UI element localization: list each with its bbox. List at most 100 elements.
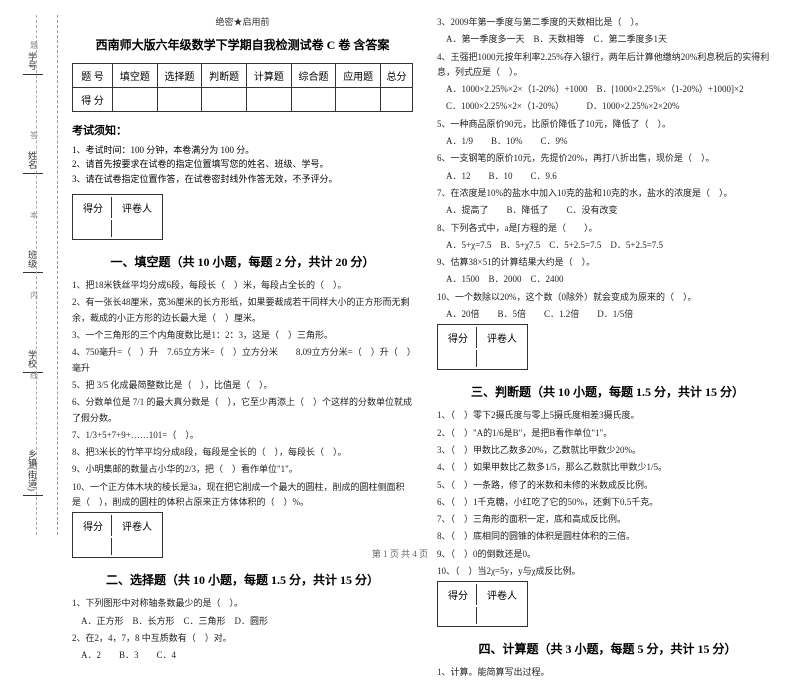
dash-label: 本 — [30, 210, 38, 221]
section-3-title: 三、判断题（共 10 小题，每题 1.5 分，共计 15 分） — [437, 383, 778, 400]
score-cell — [247, 88, 292, 112]
question: 7、（ ）三角形的面积一定，底和高成反比例。 — [437, 512, 778, 527]
empty-cell — [75, 220, 112, 237]
score-col: 得分 — [75, 515, 112, 536]
question: 5、把 3/5 化成最简整数比是（ ），比值是（ ）。 — [72, 378, 413, 393]
empty-cell — [440, 607, 477, 624]
section-4-questions: 1、计算。能简算写出过程。 — [437, 665, 778, 680]
question: 10、一个正方体木块的棱长是3a，现在把它削成一个最大的圆柱，削成的圆柱侧面积是… — [72, 480, 413, 511]
empty-cell — [114, 220, 160, 237]
score-col: 得分 — [75, 197, 112, 218]
question: A．5+χ=7.5 B．5+χ7.5 C．5+2.5=7.5 D．5+2.5=7… — [437, 238, 778, 253]
notice-item: 1、考试时间：100 分钟，本卷满分为 100 分。 — [72, 143, 413, 157]
question: A．提高了 B．降低了 C．没有改变 — [437, 203, 778, 218]
question: 3、（ ）甲数比乙数多20%，乙数就比甲数少20%。 — [437, 443, 778, 458]
question: A．2 B．3 C．4 — [72, 648, 413, 663]
table-row: 得 分 — [73, 88, 413, 112]
question: 8、（ ）底相同的圆锥的体积是圆柱体积的三倍。 — [437, 529, 778, 544]
th-judge: 判断题 — [202, 64, 247, 88]
question: 4、750毫升=（ ）升 7.65立方米=（ ）立方分米 8.09立方分米=（ … — [72, 345, 413, 376]
side-label-name: 姓名 — [23, 151, 43, 176]
th-calc: 计算题 — [247, 64, 292, 88]
section-2-questions: 1、下列图形中对称轴条数最少的是（ ）。 A．正方形 B．长方形 C．三角形 D… — [72, 596, 413, 663]
question: 6、分数单位是 7/1 的最大真分数是（ ），它至少再添上（ ）个这样的分数单位… — [72, 395, 413, 426]
side-label-town: 乡镇(街道) — [23, 449, 43, 498]
left-column: 绝密★启用前 西南师大版六年级数学下学期自我检测试卷 C 卷 含答案 题 号 填… — [60, 15, 425, 535]
page-footer: 第 1 页 共 4 页 — [0, 547, 800, 560]
right-column: 3、2009年第一季度与第二季度的天数相比是（ ）。 A．第一季度多一天 B．天… — [425, 15, 790, 535]
th-comp: 综合题 — [291, 64, 336, 88]
page-content: 绝密★启用前 西南师大版六年级数学下学期自我检测试卷 C 卷 含答案 题 号 填… — [0, 0, 800, 540]
grader-col: 评卷人 — [114, 515, 160, 536]
dash-label: 答 — [30, 130, 38, 141]
grader-box: 得分 评卷人 — [437, 581, 528, 627]
question: 7、1/3+5+7+9+……101=（ ）。 — [72, 428, 413, 443]
binding-margin: 学号 姓名 班级 学校 乡镇(街道) — [8, 15, 58, 535]
section-4-title: 四、计算题（共 3 小题，每题 5 分，共计 15 分） — [437, 640, 778, 657]
score-summary-table: 题 号 填空题 选择题 判断题 计算题 综合题 应用题 总分 得 分 — [72, 63, 413, 112]
th-app: 应用题 — [336, 64, 381, 88]
th-total: 总分 — [381, 64, 413, 88]
question: 3、2009年第一季度与第二季度的天数相比是（ ）。 — [437, 15, 778, 30]
question: 5、（ ）一条路，修了的米数和未修的米数成反比例。 — [437, 478, 778, 493]
grader-box: 得分 评卷人 — [72, 194, 163, 240]
empty-cell — [479, 607, 525, 624]
empty-cell — [440, 350, 477, 367]
question: A．1500 B．2000 C．2400 — [437, 272, 778, 287]
question: 10、（ ）当2χ=5y，y与χ成反比例。 — [437, 564, 778, 579]
question: 4、（ ）如果甲数比乙数多1/5，那么乙数就比甲数少1/5。 — [437, 460, 778, 475]
section-1-questions: 1、把18米铁丝平均分成6段，每段长（ ）米，每段占全长的（ ）。 2、有一张长… — [72, 278, 413, 510]
secrecy-header: 绝密★启用前 — [72, 15, 413, 28]
question: A．20倍 B．5倍 C．1.2倍 D．1/5倍 — [437, 307, 778, 322]
dash-label: 题 — [30, 40, 38, 51]
notice-item: 3、请在试卷指定位置作答，在试卷密封线外作答无效，不予评分。 — [72, 172, 413, 186]
question: A．12 B．10 C．9.6 — [437, 169, 778, 184]
question: 2、有一张长48厘米，宽36厘米的长方形纸，如果要裁成若干同样大小的正方形而无剩… — [72, 295, 413, 326]
notice-item: 2、请首先按要求在试卷的指定位置填写您的姓名、班级、学号。 — [72, 157, 413, 171]
grader-col: 评卷人 — [114, 197, 160, 218]
question: 6、一支钢笔的原价10元，先提价20%，再打八折出售，现价是（ ）。 — [437, 151, 778, 166]
section-2-continued: 3、2009年第一季度与第二季度的天数相比是（ ）。 A．第一季度多一天 B．天… — [437, 15, 778, 322]
question: 6、（ ）1千克糖，小红吃了它的50%，还剩下0.5千克。 — [437, 495, 778, 510]
question: 9、估算38×51的计算结果大约是（ ）。 — [437, 255, 778, 270]
question: C．1000×2.25%×2×（1-20%） D．1000×2.25%×2×20… — [437, 99, 778, 114]
question: A．1000×2.25%×2×（1-20%）+1000 B．[1000×2.25… — [437, 82, 778, 97]
question: 8、下列各式中，a是⌈方程的是（ ）。 — [437, 221, 778, 236]
question: 2、（ ）"A的1/6是B"，是把B看作单位"1"。 — [437, 426, 778, 441]
question: 1、计算。能简算写出过程。 — [437, 665, 778, 680]
question: A．1/9 B．10% C．9% — [437, 134, 778, 149]
exam-title: 西南师大版六年级数学下学期自我检测试卷 C 卷 含答案 — [72, 36, 413, 53]
dash-label: 内 — [30, 290, 38, 301]
grader-box: 得分 评卷人 — [437, 324, 528, 370]
question: 7、在浓度是10%的盐水中加入10克的盐和10克的水，盐水的浓度是（ ）。 — [437, 186, 778, 201]
score-cell — [381, 88, 413, 112]
score-col: 得分 — [440, 327, 477, 348]
question: A．正方形 B．长方形 C．三角形 D．圆形 — [72, 614, 413, 629]
question: 1、下列图形中对称轴条数最少的是（ ）。 — [72, 596, 413, 611]
score-col: 得分 — [440, 584, 477, 605]
question: 1、把18米铁丝平均分成6段，每段长（ ）米，每段占全长的（ ）。 — [72, 278, 413, 293]
empty-cell — [479, 350, 525, 367]
dash-label: 封 — [30, 460, 38, 471]
seal-line — [36, 15, 37, 535]
grader-col: 评卷人 — [479, 584, 525, 605]
question: 2、在2，4，7，8 中互质数有（ ）对。 — [72, 631, 413, 646]
score-cell — [336, 88, 381, 112]
score-cell — [202, 88, 247, 112]
section-1-title: 一、填空题（共 10 小题，每题 2 分，共计 20 分） — [72, 253, 413, 270]
side-label-class: 班级 — [23, 250, 43, 275]
notice-title: 考试须知： — [72, 122, 413, 138]
question: 1、（ ）零下2摄氏度与零上5摄氏度相差3摄氏度。 — [437, 408, 778, 423]
section-2-title: 二、选择题（共 10 小题，每题 1.5 分，共计 15 分） — [72, 571, 413, 588]
question: 9、小明集邮的数量占小华的2/3，把（ ）看作单位"1"。 — [72, 462, 413, 477]
th-choice: 选择题 — [157, 64, 202, 88]
question: A．第一季度多一天 B．天数相等 C．第二季度多1天 — [437, 32, 778, 47]
score-cell — [157, 88, 202, 112]
score-cell — [291, 88, 336, 112]
th-num: 题 号 — [73, 64, 113, 88]
question: 5、一种商品原价90元，比原价降低了10元，降低了（ ）。 — [437, 117, 778, 132]
question: 10、一个数除以20%，这个数（0除外）就会变成为原来的（ ）。 — [437, 290, 778, 305]
th-fill: 填空题 — [113, 64, 158, 88]
side-label-id: 学号 — [23, 52, 43, 77]
score-cell — [113, 88, 158, 112]
